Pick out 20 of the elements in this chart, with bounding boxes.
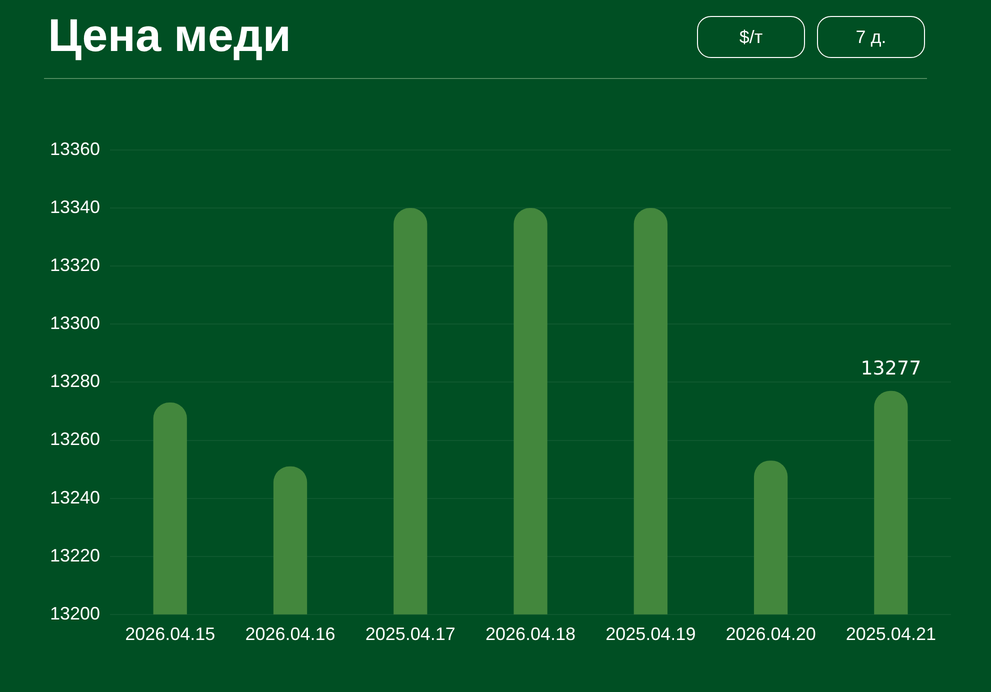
x-tick-label: 2025.04.21 bbox=[846, 624, 936, 644]
chart-title: Цена меди bbox=[48, 8, 291, 62]
x-tick-label: 2025.04.19 bbox=[606, 624, 696, 644]
y-tick-label: 13320 bbox=[50, 255, 100, 276]
data-label: 13277 bbox=[860, 357, 922, 380]
y-tick-label: 13220 bbox=[50, 545, 100, 566]
x-tick-label: 2026.04.20 bbox=[726, 624, 816, 644]
x-tick-label: 2026.04.16 bbox=[245, 624, 336, 644]
x-tick-label: 2025.04.17 bbox=[365, 624, 456, 644]
y-tick-label: 13360 bbox=[50, 138, 100, 159]
y-tick-label: 13240 bbox=[50, 487, 100, 508]
y-tick-label: 13260 bbox=[50, 429, 100, 450]
text: 7 д. bbox=[817, 16, 925, 58]
x-tick-label: 2026.04.15 bbox=[125, 624, 216, 644]
y-tick-label: 13300 bbox=[50, 313, 100, 334]
text: $/т bbox=[697, 16, 805, 58]
y-tick-label: 13200 bbox=[50, 603, 100, 624]
x-tick-label: 2026.04.18 bbox=[485, 624, 576, 644]
y-tick-label: 13280 bbox=[50, 371, 100, 392]
y-tick-label: 13340 bbox=[50, 197, 100, 218]
